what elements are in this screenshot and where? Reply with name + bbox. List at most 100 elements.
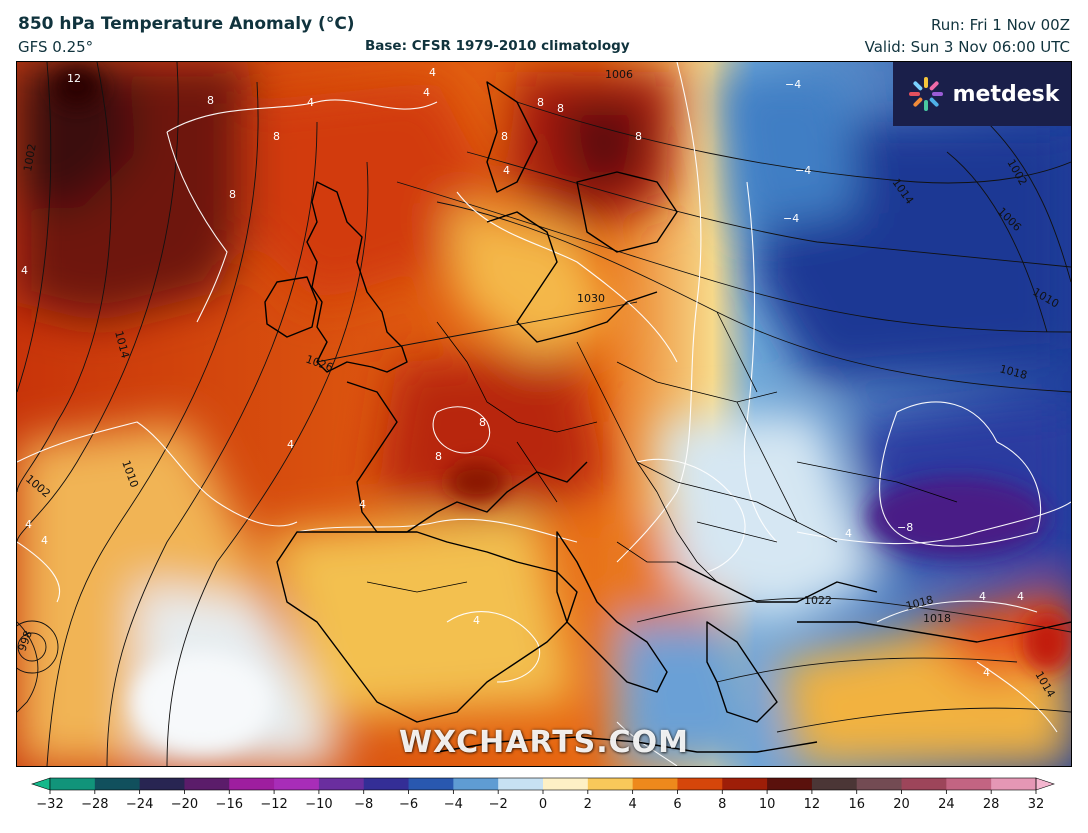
svg-text:8: 8 bbox=[557, 102, 564, 115]
colorbar-tick-label: 20 bbox=[893, 797, 910, 812]
anomaly-contours bbox=[17, 62, 1071, 766]
ireland-coast bbox=[264, 276, 318, 338]
colorbar-ticks: −32 −28 −24 −20 −16 −12 −10 −8 −6 −4 −2 0 2 4 6 8 10 12 16… bbox=[36, 790, 1044, 812]
climatology-base-label: Base: CFSR 1979-2010 climatology bbox=[365, 38, 630, 54]
svg-text:4: 4 bbox=[473, 614, 480, 627]
iberia-coast bbox=[276, 531, 578, 723]
map-canvas: 1006 1002 1014 1026 1030 1010 1002 998 1… bbox=[17, 62, 1071, 766]
metdesk-flower-icon bbox=[908, 77, 943, 111]
colorbar-tick-label: 4 bbox=[628, 797, 636, 812]
svg-text:8: 8 bbox=[635, 130, 642, 143]
colorbar-tick-label: 0 bbox=[539, 797, 547, 812]
svg-text:−4: −4 bbox=[785, 78, 801, 91]
coastlines bbox=[264, 81, 1071, 753]
colorbar-tick-label: −12 bbox=[260, 797, 287, 812]
svg-text:8: 8 bbox=[435, 450, 442, 463]
colorbar-tick-label: −24 bbox=[126, 797, 153, 812]
colorbar-band bbox=[229, 778, 275, 790]
model-label: GFS 0.25° bbox=[18, 38, 94, 56]
colorbar-band bbox=[856, 778, 903, 790]
colorbar-band bbox=[453, 778, 499, 790]
colorbar-band bbox=[901, 778, 947, 790]
colorbar-band bbox=[722, 778, 768, 790]
colorbar-tick-label: 24 bbox=[938, 797, 955, 812]
svg-text:8: 8 bbox=[273, 130, 280, 143]
metdesk-logo-text: metdesk bbox=[952, 81, 1060, 107]
svg-text:4: 4 bbox=[25, 518, 32, 531]
colorbar-band bbox=[318, 778, 365, 790]
isobar-label: 1030 bbox=[577, 292, 605, 305]
colorbar-tick-label: −32 bbox=[36, 797, 63, 812]
svg-text:−8: −8 bbox=[897, 521, 913, 534]
colorbar-band bbox=[543, 778, 589, 790]
colorbar-tick-label: −16 bbox=[216, 797, 243, 812]
colorbar-band bbox=[946, 778, 992, 790]
svg-text:4: 4 bbox=[21, 264, 28, 277]
svg-text:8: 8 bbox=[537, 96, 544, 109]
svg-text:4: 4 bbox=[983, 666, 990, 679]
colorbar-band bbox=[363, 778, 410, 790]
svg-text:4: 4 bbox=[979, 590, 986, 603]
svg-text:4: 4 bbox=[1017, 590, 1024, 603]
isobar-label: 1002 bbox=[21, 143, 39, 173]
colorbar-band bbox=[139, 778, 185, 790]
svg-text:−4: −4 bbox=[795, 164, 811, 177]
svg-text:4: 4 bbox=[307, 96, 314, 109]
colorbar-tick-label: 28 bbox=[983, 797, 1000, 812]
svg-text:4: 4 bbox=[423, 86, 430, 99]
valid-time-label: Valid: Sun 3 Nov 06:00 UTC bbox=[864, 38, 1070, 56]
svg-text:8: 8 bbox=[479, 416, 486, 429]
country-borders bbox=[366, 311, 958, 593]
anomaly-field-cores bbox=[52, 67, 1071, 752]
colorbar-tick-label: −8 bbox=[354, 797, 373, 812]
colorbar-band bbox=[184, 778, 230, 790]
svg-text:4: 4 bbox=[359, 498, 366, 511]
colorbar-tick-label: 8 bbox=[718, 797, 726, 812]
colorbar-band bbox=[677, 778, 723, 790]
colorbar: −32 −28 −24 −20 −16 −12 −10 −8 −6 −4 −2 0 2 4 6 8 10 12 16… bbox=[31, 777, 1055, 812]
colorbar-tick-label: 2 bbox=[584, 797, 592, 812]
great-britain-coast bbox=[306, 181, 408, 373]
svg-text:8: 8 bbox=[207, 94, 214, 107]
colorbar-tick-label: −2 bbox=[489, 797, 508, 812]
colorbar-max-arrow bbox=[1035, 777, 1055, 791]
wxcharts-watermark: WXCHARTS.COM bbox=[398, 725, 690, 760]
colorbar-tick-label: −28 bbox=[81, 797, 108, 812]
colorbar-tick-label: −4 bbox=[444, 797, 463, 812]
svg-text:4: 4 bbox=[41, 534, 48, 547]
colorbar-tick-label: 32 bbox=[1028, 797, 1045, 812]
colorbar-band bbox=[408, 778, 454, 790]
colorbar-band bbox=[50, 778, 96, 790]
colorbar-min-arrow bbox=[31, 777, 51, 791]
colorbar-band bbox=[991, 778, 1037, 790]
svg-text:12: 12 bbox=[67, 72, 81, 85]
colorbar-tick-label: 10 bbox=[759, 797, 776, 812]
svg-text:4: 4 bbox=[429, 66, 436, 79]
svg-text:−4: −4 bbox=[783, 212, 799, 225]
colorbar-band bbox=[767, 778, 813, 790]
metdesk-logo: metdesk bbox=[893, 62, 1071, 126]
colorbar-tick-label: −10 bbox=[305, 797, 332, 812]
svg-text:8: 8 bbox=[501, 130, 508, 143]
anomaly-map[interactable]: 1006 1002 1014 1026 1030 1010 1002 998 1… bbox=[16, 61, 1072, 767]
isobar-label: 1006 bbox=[605, 68, 633, 81]
colorbar-tick-label: −6 bbox=[399, 797, 418, 812]
anomaly-labels: 12 8 8 8 4 4 4 8 8 8 8 4 4 4 4 4 8 8 4 4… bbox=[21, 66, 1024, 679]
colorbar-bands bbox=[31, 777, 1055, 791]
run-time-label: Run: Fri 1 Nov 00Z bbox=[931, 16, 1070, 34]
scandinavia-coast bbox=[486, 81, 538, 193]
colorbar-band bbox=[632, 778, 678, 790]
colorbar-band bbox=[94, 778, 141, 790]
colorbar-band bbox=[274, 778, 320, 790]
chart-title: 850 hPa Temperature Anomaly (°C) bbox=[18, 14, 355, 34]
colorbar-tick-label: 6 bbox=[673, 797, 681, 812]
colorbar-band bbox=[498, 778, 544, 790]
colorbar-tick-label: 16 bbox=[848, 797, 865, 812]
svg-text:8: 8 bbox=[229, 188, 236, 201]
svg-text:4: 4 bbox=[503, 164, 510, 177]
colorbar-tick-label: −20 bbox=[171, 797, 198, 812]
svg-text:4: 4 bbox=[845, 527, 852, 540]
colorbar-band bbox=[811, 778, 858, 790]
italy-coast bbox=[556, 531, 668, 693]
isobar-label: 1022 bbox=[804, 594, 832, 607]
